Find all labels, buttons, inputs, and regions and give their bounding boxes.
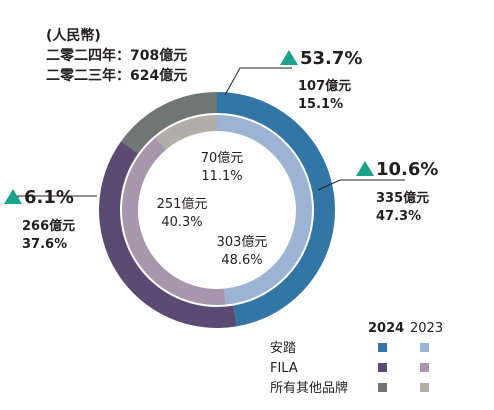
inner-percent-fila: 40.3% — [161, 215, 202, 230]
legend-year-2023: 2023 — [410, 321, 443, 336]
outer-value-others: 107億元 — [298, 78, 351, 94]
growth-label-others: 53.7% — [300, 48, 362, 69]
slice-2023-fila — [122, 137, 226, 305]
legend-swatch-2024-anta — [378, 343, 387, 352]
growth-label-fila: 6.1% — [24, 187, 74, 208]
inner-percent-anta: 48.6% — [221, 253, 262, 268]
legend-label-fila: FILA — [270, 361, 298, 376]
legend-year-2024: 2024 — [368, 321, 404, 336]
legend-label-anta: 安踏 — [270, 341, 296, 356]
inner-value-others: 70億元 — [201, 150, 244, 166]
legend-swatch-2023-fila — [420, 363, 429, 372]
growth-arrow-others — [280, 50, 298, 65]
slice-2023-anta — [217, 115, 313, 305]
outer-percent-anta: 47.3% — [376, 209, 421, 224]
outer-value-fila: 266億元 — [22, 218, 75, 234]
legend-swatches — [378, 343, 429, 392]
inner-value-fila: 251億元 — [157, 196, 208, 212]
unit-note: (人民幣) — [46, 27, 101, 44]
outer-percent-others: 15.1% — [298, 97, 343, 112]
legend-swatch-2023-others — [420, 383, 429, 392]
inner-value-anta: 303億元 — [217, 234, 268, 250]
slice-2023-others — [155, 115, 217, 150]
slice-2024-fila — [99, 141, 237, 328]
total-2023: 二零二三年：624億元 — [46, 67, 187, 84]
outer-value-anta: 335億元 — [376, 190, 429, 206]
growth-arrow-anta — [356, 161, 374, 176]
legend-swatch-2024-others — [378, 383, 387, 392]
slice-2024-anta — [217, 92, 336, 327]
legend-swatch-2024-fila — [378, 363, 387, 372]
leader-line-others — [224, 67, 292, 96]
legend-swatch-2023-anta — [420, 343, 429, 352]
growth-label-anta: 10.6% — [376, 159, 438, 180]
growth-arrow-fila — [4, 189, 22, 204]
outer-percent-fila: 37.6% — [22, 237, 67, 252]
leader-line-anta — [317, 179, 405, 191]
chart-rings — [99, 92, 336, 328]
inner-percent-others: 11.1% — [201, 169, 242, 184]
total-2024: 二零二四年：708億元 — [46, 47, 187, 64]
slice-2024-others — [121, 92, 217, 154]
legend-label-others: 所有其他品牌 — [270, 380, 348, 396]
